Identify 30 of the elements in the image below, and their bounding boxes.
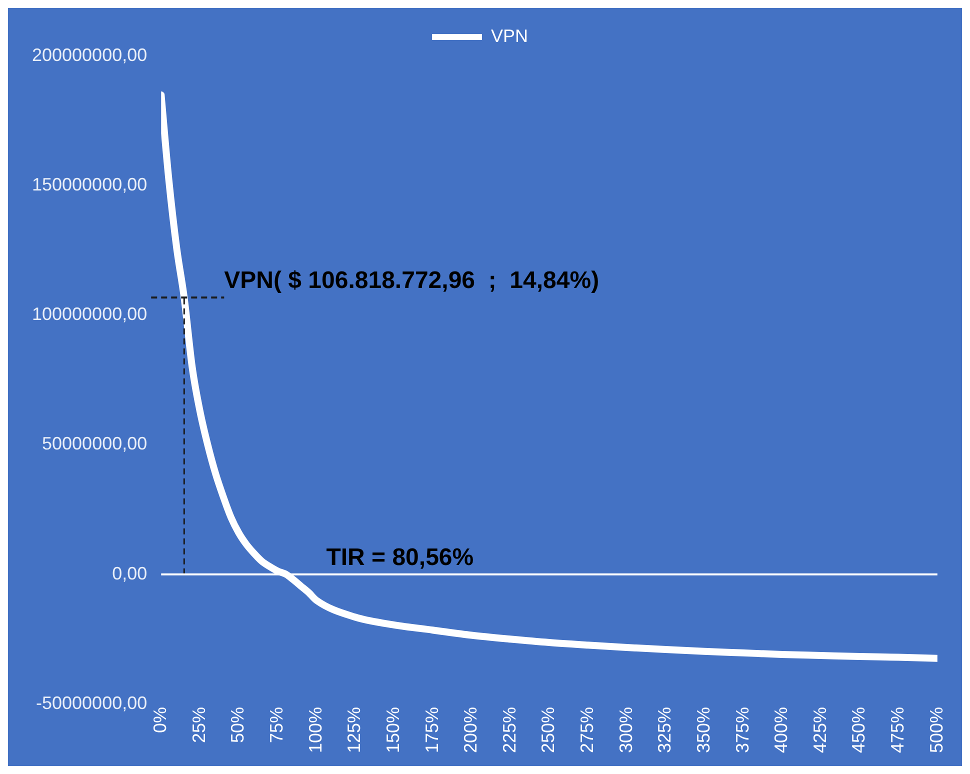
y-tick-label: 200000000,00: [32, 44, 148, 65]
y-tick-label: 50000000,00: [42, 434, 148, 454]
annotation: VPN( $ 106.818.772,96 ; 14,84%): [224, 267, 600, 294]
y-tick-label: 0,00: [112, 563, 148, 584]
x-tick-label: 0%: [150, 706, 170, 733]
x-tick-label: 125%: [344, 706, 364, 754]
x-tick-label: 450%: [848, 706, 869, 754]
x-tick-label: 250%: [538, 706, 558, 754]
x-tick-label: 325%: [654, 706, 675, 754]
x-tick-label: 25%: [188, 706, 209, 743]
x-tick-label: 400%: [771, 706, 792, 754]
x-tick-label: 75%: [266, 706, 287, 743]
x-tick-label: 375%: [732, 706, 752, 754]
y-tick-label: -50000000,00: [36, 692, 148, 713]
legend-label: VPN: [490, 26, 528, 46]
x-tick-label: 100%: [305, 706, 326, 754]
y-tick-label: 100000000,00: [32, 304, 148, 324]
x-tick-label: 200%: [460, 706, 481, 754]
x-tick-label: 500%: [926, 706, 946, 754]
x-tick-label: 300%: [616, 706, 636, 754]
x-tick-label: 475%: [888, 706, 908, 754]
x-tick-label: 150%: [382, 706, 403, 754]
x-tick-label: 50%: [228, 706, 248, 743]
x-tick-label: 225%: [499, 706, 520, 754]
x-tick-label: 350%: [693, 706, 714, 754]
x-tick-label: 175%: [422, 706, 442, 754]
annotation: TIR = 80,56%: [326, 544, 474, 571]
y-tick-label: 150000000,00: [32, 174, 148, 195]
x-tick-label: 275%: [577, 706, 598, 754]
x-tick-label: 425%: [810, 706, 830, 754]
